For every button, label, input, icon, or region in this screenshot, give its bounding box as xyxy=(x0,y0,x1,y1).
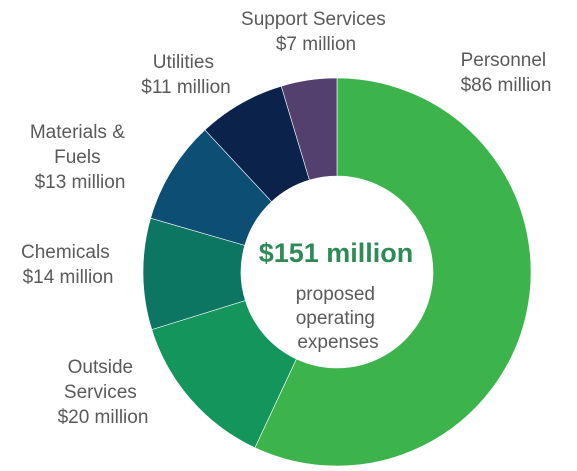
label-outside-services-line2: Services xyxy=(64,382,137,403)
label-materials-fuels-value: $13 million xyxy=(35,172,126,193)
center-caption: proposed operating expenses xyxy=(296,284,381,353)
center-caption-line3: expenses xyxy=(297,332,378,353)
donut-slices xyxy=(142,77,532,467)
label-materials-fuels-line1: Materials & xyxy=(30,122,125,143)
label-support-services-name: Support Services xyxy=(241,9,386,30)
label-materials-fuels: Materials & Fuels $13 million xyxy=(30,122,130,193)
donut-center: $151 million proposed operating expenses xyxy=(259,238,414,353)
label-outside-services: Outside Services $20 million xyxy=(58,357,149,428)
slice-labels: Personnel $86 million Outside Services $… xyxy=(21,9,551,428)
center-total-value: $151 million xyxy=(259,238,414,268)
label-chemicals-value: $14 million xyxy=(23,267,114,288)
center-caption-line1: proposed xyxy=(296,284,375,305)
label-utilities-value: $11 million xyxy=(141,77,230,98)
label-outside-services-value: $20 million xyxy=(58,407,149,428)
label-utilities: Utilities $11 million xyxy=(141,52,230,98)
label-support-services: Support Services $7 million xyxy=(241,9,391,55)
label-personnel-value: $86 million xyxy=(461,75,552,96)
label-chemicals: Chemicals $14 million xyxy=(21,242,115,288)
label-utilities-name: Utilities xyxy=(153,52,214,73)
label-chemicals-name: Chemicals xyxy=(21,242,110,263)
label-support-services-value: $7 million xyxy=(276,34,356,55)
center-caption-line2: operating xyxy=(296,308,375,329)
slice-support-services xyxy=(280,77,338,181)
label-personnel-name: Personnel xyxy=(461,50,547,71)
label-outside-services-line1: Outside xyxy=(68,357,133,378)
label-personnel: Personnel $86 million xyxy=(461,50,552,96)
label-materials-fuels-line2: Fuels xyxy=(54,147,100,168)
slice-personnel xyxy=(254,77,532,467)
